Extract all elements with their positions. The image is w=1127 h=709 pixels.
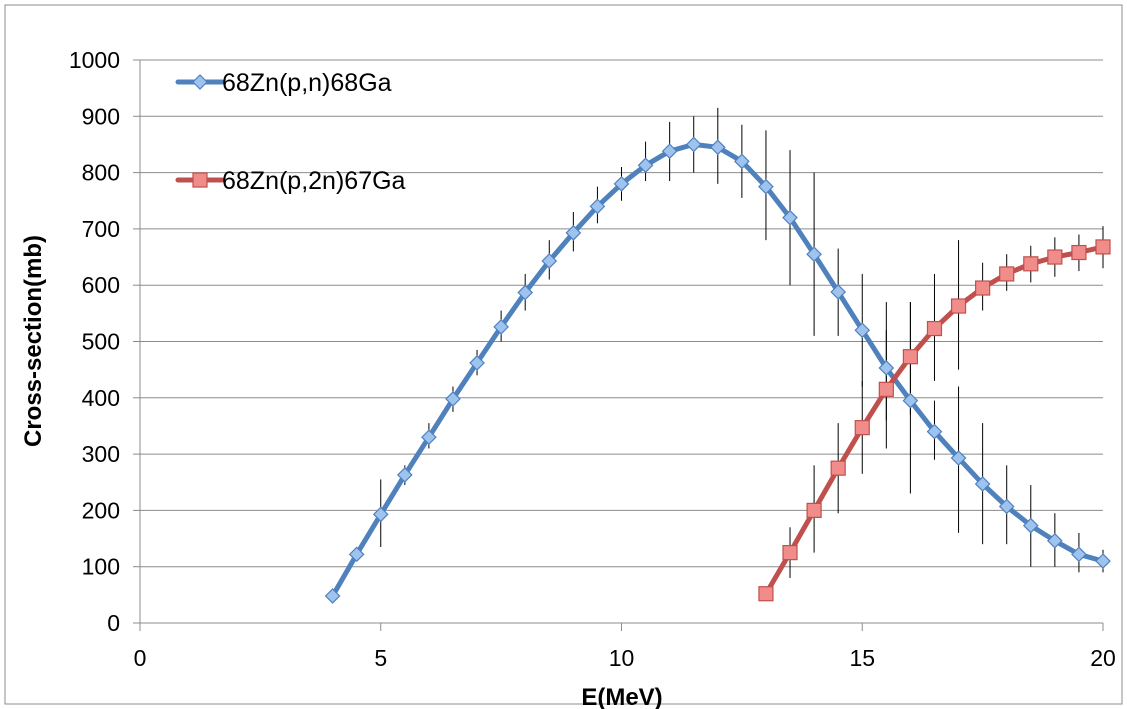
data-point-square	[1023, 256, 1039, 272]
data-point-diamond	[974, 476, 991, 492]
y-tick-label: 800	[82, 160, 120, 186]
y-tick-label: 500	[82, 329, 120, 355]
data-point-diamond	[902, 392, 919, 409]
axes	[133, 59, 1104, 631]
data-point-diamond	[830, 284, 847, 300]
y-tick-label: 400	[82, 385, 120, 411]
y-tick-label: 300	[82, 441, 120, 467]
chart-border	[4, 4, 1123, 705]
y-tick-label: 200	[82, 497, 120, 523]
data-point-diamond	[685, 136, 702, 153]
data-point-diamond	[613, 176, 630, 192]
data-point-diamond	[1022, 517, 1039, 534]
data-point-square	[854, 420, 870, 436]
data-point-diamond	[998, 498, 1015, 515]
y-tick-label: 0	[107, 610, 120, 636]
data-point-diamond	[421, 429, 437, 446]
data-point-square	[782, 545, 798, 561]
x-tick-label: 10	[609, 645, 635, 671]
data-point-square	[902, 349, 919, 365]
y-tick-label: 1000	[69, 47, 120, 73]
y-tick-label: 900	[82, 103, 120, 129]
data-point-diamond	[637, 157, 654, 174]
y-tick-label: 700	[82, 216, 120, 242]
data-point-diamond	[734, 153, 750, 170]
data-point-diamond	[372, 506, 389, 523]
data-point-diamond	[1071, 546, 1087, 563]
data-point-diamond	[493, 319, 509, 335]
data-point-square	[1095, 239, 1111, 255]
tick-labels: 0 100 200 300 400 500 600 700 800 900 1000 0 5 10 15 20	[69, 47, 1116, 671]
data-point-diamond	[878, 360, 895, 376]
data-point-diamond	[1047, 532, 1063, 549]
legend-entry-label: 68Zn(p,n)68Ga	[222, 69, 392, 97]
data-point-diamond	[541, 253, 558, 269]
x-tick-label: 20	[1090, 645, 1116, 671]
data-point-diamond	[348, 546, 365, 563]
data-point-diamond	[782, 209, 798, 226]
y-tick-label: 600	[82, 272, 120, 298]
series-markers	[324, 136, 1111, 604]
data-point-diamond	[950, 450, 967, 466]
data-point-diamond	[709, 139, 726, 156]
data-point-diamond	[1095, 553, 1111, 569]
data-point-square	[830, 460, 846, 476]
data-point-square	[758, 586, 774, 602]
data-point-square	[878, 381, 894, 397]
data-point-square	[1047, 249, 1063, 265]
data-point-square	[806, 502, 822, 518]
data-point-square	[1071, 244, 1087, 261]
x-tick-label: 5	[374, 645, 387, 671]
data-point-diamond	[324, 588, 341, 604]
x-tick-label: 15	[849, 645, 875, 671]
data-point-square	[950, 298, 967, 314]
data-point-square	[192, 172, 208, 188]
data-point-diamond	[758, 178, 774, 195]
y-axis-title: Cross-section(mb)	[20, 235, 47, 447]
x-tick-label: 0	[134, 645, 147, 671]
data-point-diamond	[192, 74, 208, 90]
data-point-square	[975, 280, 991, 296]
data-point-diamond	[926, 423, 943, 440]
x-axis-title: E(MeV)	[581, 684, 662, 709]
data-point-diamond	[854, 322, 871, 339]
data-point-diamond	[661, 143, 678, 160]
data-point-diamond	[565, 224, 582, 241]
data-point-square	[926, 320, 943, 337]
data-point-diamond	[589, 198, 606, 215]
data-point-diamond	[445, 391, 461, 407]
legend: 68Zn(p,n)68Ga 68Zn(p,2n)67Ga	[175, 69, 406, 195]
gridlines	[140, 59, 1103, 568]
y-tick-label: 100	[82, 554, 120, 580]
data-point-diamond	[469, 355, 485, 371]
legend-entry-label: 68Zn(p,2n)67Ga	[222, 167, 406, 195]
data-point-diamond	[396, 467, 413, 483]
data-point-diamond	[806, 246, 822, 263]
data-point-diamond	[517, 284, 534, 301]
data-point-square	[999, 266, 1015, 282]
